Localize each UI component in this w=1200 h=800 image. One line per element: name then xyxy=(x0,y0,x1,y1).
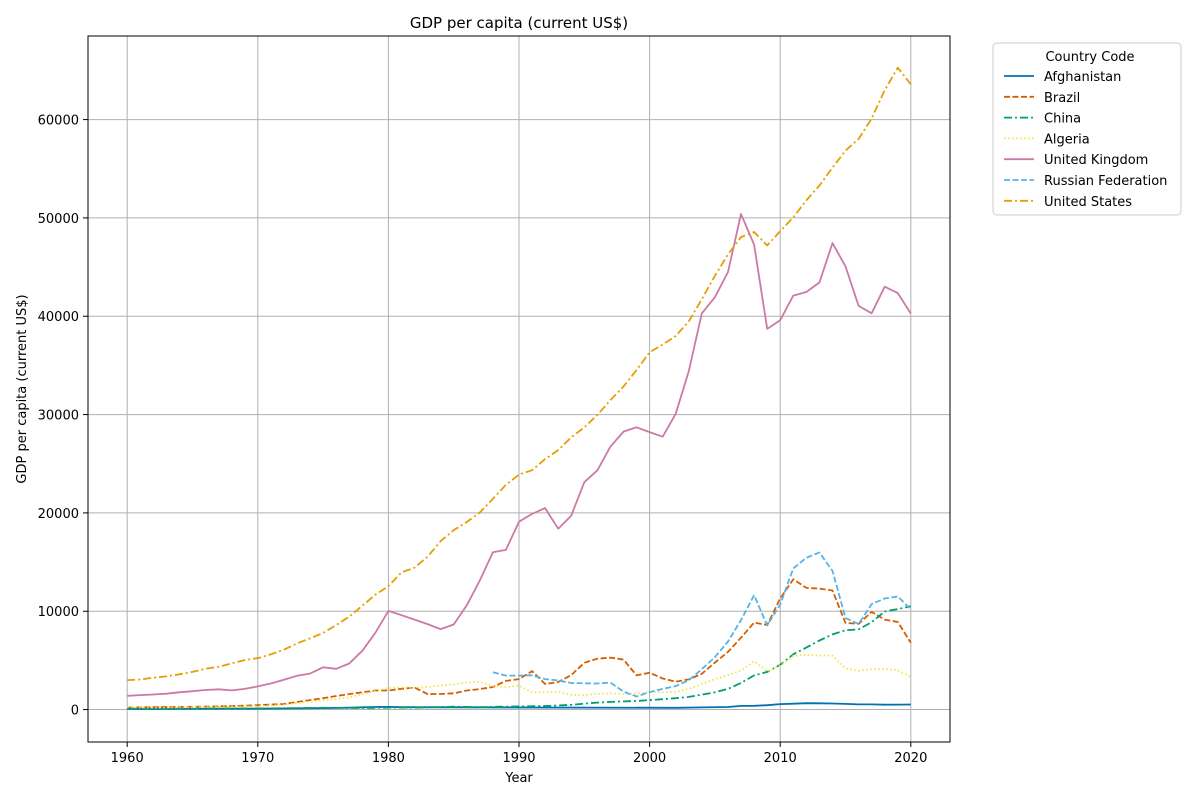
series-layer xyxy=(127,66,912,710)
legend-label-algeria: Algeria xyxy=(1044,132,1090,147)
legend-label-afghanistan: Afghanistan xyxy=(1044,70,1121,85)
legend-items: Afghanistan Brazil China Algeria United King… xyxy=(1004,70,1167,210)
x-tick-label: 1970 xyxy=(241,751,274,766)
y-tick-label: 40000 xyxy=(38,310,79,325)
x-tick-label: 1980 xyxy=(372,751,405,766)
legend-label-united-states: United States xyxy=(1044,195,1132,210)
legend-title: Country Code xyxy=(1045,50,1134,65)
series-line-united-states xyxy=(127,66,912,681)
y-tick-label: 20000 xyxy=(38,507,79,522)
legend: Country Code Afghanistan Brazil China Alger… xyxy=(992,42,1182,216)
x-tick-label: 2010 xyxy=(764,751,797,766)
x-axis-ticks: 1960 1970 1980 1990 2000 2010 2020 xyxy=(111,742,927,766)
x-tick-label: 1960 xyxy=(111,751,144,766)
x-tick-label: 2000 xyxy=(633,751,666,766)
legend-label-united-kingdom: United Kingdom xyxy=(1044,153,1148,168)
y-tick-label: 30000 xyxy=(38,409,79,424)
legend-label-russian-federation: Russian Federation xyxy=(1044,174,1167,189)
legend-box xyxy=(992,42,1182,216)
series-line-united-kingdom xyxy=(127,213,912,697)
series-line-russian-federation xyxy=(492,551,912,698)
y-tick-label: 50000 xyxy=(38,212,79,227)
legend-label-china: China xyxy=(1044,112,1081,127)
y-tick-label: 60000 xyxy=(38,114,79,129)
y-tick-label: 0 xyxy=(71,704,79,719)
y-axis-ticks: 0 10000 20000 30000 40000 50000 60000 xyxy=(38,114,88,719)
y-tick-label: 10000 xyxy=(38,605,79,620)
y-axis-title: GDP per capita (current US$) xyxy=(15,294,30,483)
chart-title: GDP per capita (current US$) xyxy=(410,14,628,32)
x-tick-label: 2020 xyxy=(894,751,927,766)
legend-label-brazil: Brazil xyxy=(1044,91,1080,106)
series-line-china xyxy=(127,605,911,710)
x-axis-title: Year xyxy=(504,771,533,786)
series-line-brazil xyxy=(127,578,912,709)
x-tick-label: 1990 xyxy=(502,751,535,766)
